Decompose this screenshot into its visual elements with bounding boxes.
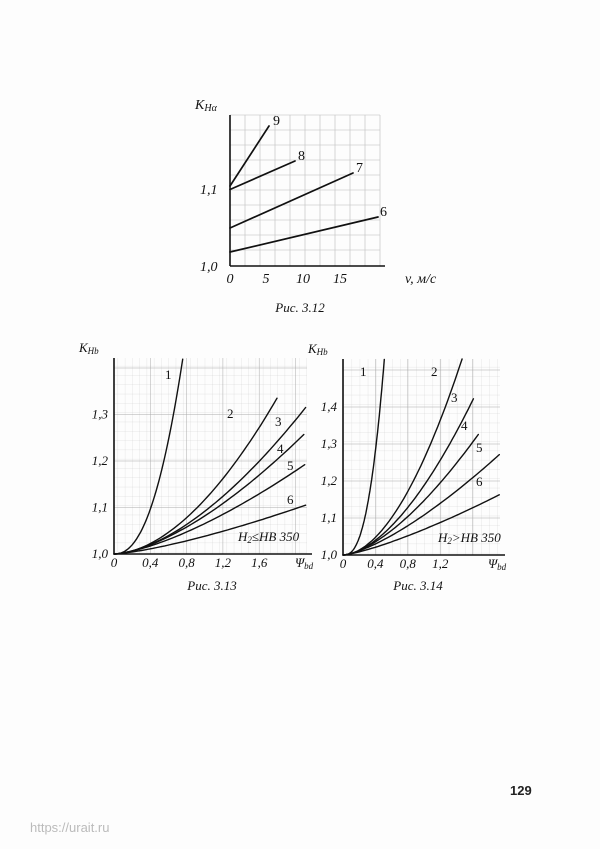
svg-text:6: 6 [380,205,387,220]
svg-text:1,3: 1,3 [92,407,109,422]
svg-text:1,2: 1,2 [321,473,338,488]
svg-text:1,1: 1,1 [200,183,218,198]
svg-text:1,0: 1,0 [200,260,218,275]
svg-text:0,4: 0,4 [367,556,384,571]
svg-text:8: 8 [298,149,305,164]
svg-text:5: 5 [287,458,294,473]
svg-text:6: 6 [287,492,294,507]
svg-text:1: 1 [165,367,172,382]
svg-text:1,1: 1,1 [92,500,108,515]
svg-text:0,4: 0,4 [142,555,159,570]
svg-text:1: 1 [360,364,367,379]
svg-text:0,8: 0,8 [178,555,195,570]
svg-text:9: 9 [273,114,280,129]
svg-text:7: 7 [356,161,363,176]
svg-text:5: 5 [476,440,483,455]
svg-text:1,0: 1,0 [92,546,109,561]
svg-text:2: 2 [431,364,438,379]
svg-text:1,6: 1,6 [251,555,268,570]
svg-text:5: 5 [263,272,270,287]
svg-text:H2≤HB 350: H2≤HB 350 [237,529,300,545]
svg-text:Ψbd: Ψbd [488,556,507,572]
svg-text:3: 3 [451,390,458,405]
svg-text:KHα: KHα [194,98,218,114]
svg-text:6: 6 [476,474,483,489]
svg-text:4: 4 [277,441,284,456]
svg-text:1,2: 1,2 [432,556,449,571]
svg-text:0: 0 [340,556,347,571]
svg-text:15: 15 [333,272,347,287]
svg-text:0: 0 [111,555,118,570]
svg-text:10: 10 [296,272,310,287]
svg-text:KHb: KHb [307,341,328,357]
svg-text:3: 3 [275,414,282,429]
svg-text:1,2: 1,2 [92,453,109,468]
svg-text:1,3: 1,3 [321,436,338,451]
svg-text:1,4: 1,4 [321,399,338,414]
svg-text:H2>HB 350: H2>HB 350 [437,530,501,546]
svg-text:v, м/с: v, м/с [405,272,437,287]
svg-text:1,1: 1,1 [321,510,337,525]
svg-text:KHb: KHb [78,340,99,356]
svg-text:4: 4 [461,418,468,433]
svg-text:1,2: 1,2 [215,555,232,570]
svg-text:0: 0 [227,272,234,287]
svg-text:0,8: 0,8 [400,556,417,571]
svg-text:2: 2 [227,406,234,421]
svg-text:1,0: 1,0 [321,547,338,562]
